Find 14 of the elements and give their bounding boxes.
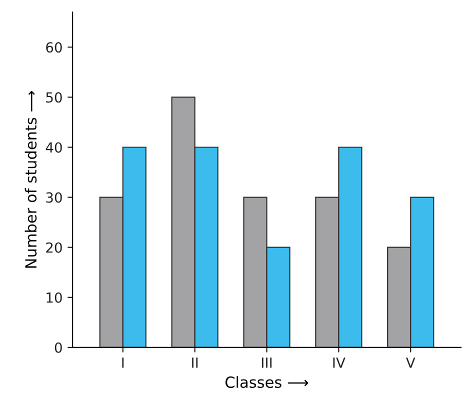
y-tick-label: 50 <box>46 92 62 103</box>
x-tick-label: II <box>192 358 198 368</box>
x-tick-label: V <box>406 358 416 368</box>
x-tick-label: III <box>262 358 272 368</box>
y-tick-label: 20 <box>46 242 62 253</box>
x-axis-title: Classes ⟶ <box>225 376 308 388</box>
y-tick-label: 30 <box>46 192 62 203</box>
y-axis-title: Number of students ⟶ <box>24 91 37 268</box>
x-tick-label: IV <box>333 358 346 368</box>
y-tick-label: 0 <box>54 342 62 353</box>
y-tick-label: 40 <box>46 142 62 153</box>
y-tick-label: 10 <box>46 292 62 303</box>
x-tick-label: I <box>122 358 124 368</box>
y-tick-label: 60 <box>46 42 62 53</box>
